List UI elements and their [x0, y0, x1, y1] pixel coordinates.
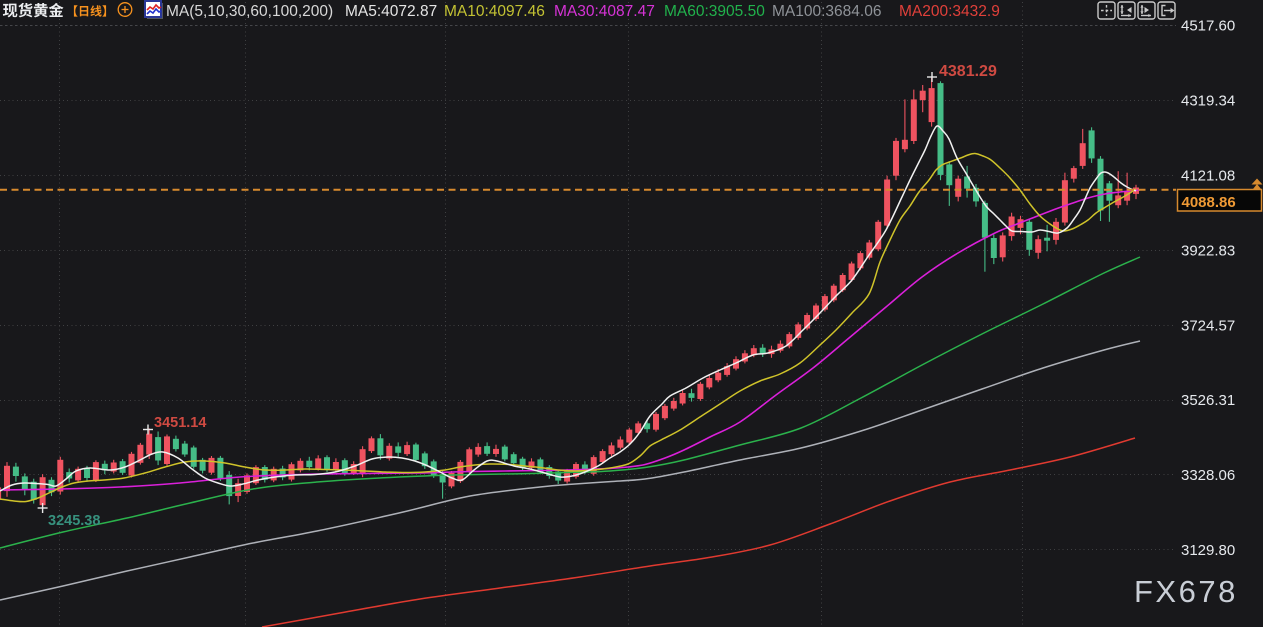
svg-text:MA200:3432.9: MA200:3432.9: [899, 3, 1000, 20]
svg-text:4121.08: 4121.08: [1181, 168, 1235, 185]
svg-text:3526.31: 3526.31: [1181, 392, 1235, 409]
svg-text:4319.34: 4319.34: [1181, 93, 1235, 110]
svg-text:3922.83: 3922.83: [1181, 242, 1235, 259]
svg-text:3245.38: 3245.38: [48, 513, 100, 529]
svg-text:MA60:3905.50: MA60:3905.50: [664, 3, 765, 20]
svg-text:3724.57: 3724.57: [1181, 317, 1235, 334]
svg-text:MA30:4087.47: MA30:4087.47: [554, 3, 655, 20]
svg-text:4381.29: 4381.29: [939, 63, 997, 80]
svg-text:4088.86: 4088.86: [1182, 194, 1236, 211]
svg-text:MA(5,10,30,60,100,200): MA(5,10,30,60,100,200): [166, 3, 333, 20]
svg-text:4517.60: 4517.60: [1181, 18, 1235, 35]
svg-text:3328.06: 3328.06: [1181, 467, 1235, 484]
svg-text:MA100:3684.06: MA100:3684.06: [772, 3, 881, 20]
svg-text:MA10:4097.46: MA10:4097.46: [444, 3, 545, 20]
svg-text:3451.14: 3451.14: [154, 415, 206, 431]
svg-text:MA5:4072.87: MA5:4072.87: [345, 3, 437, 20]
svg-text:3129.80: 3129.80: [1181, 542, 1235, 559]
svg-text:FX678: FX678: [1134, 574, 1238, 609]
